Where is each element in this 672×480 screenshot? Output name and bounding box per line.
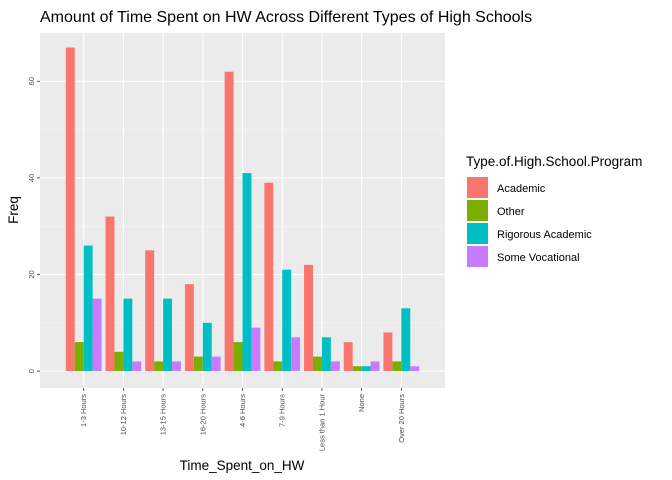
bar-academic-7 [343,342,353,372]
legend-swatch-3 [467,246,488,267]
bar-rigorous-academic-0 [83,245,93,372]
bar-some-vocational-3 [211,356,221,372]
bar-some-vocational-6 [330,361,340,372]
y-tick-label: 0 [27,369,36,373]
legend: Type.of.High.School.Program Academic Othe… [466,154,642,267]
x-tick-label: 16-20 Hours [198,394,207,436]
bar-other-7 [352,366,362,372]
chart-title: Amount of Time Spent on HW Across Differ… [40,9,532,26]
bar-some-vocational-7 [370,361,380,372]
x-tick-label: 7-9 Hours [278,394,287,427]
bar-some-vocational-1 [132,361,142,372]
bar-rigorous-academic-4 [242,173,252,372]
bar-rigorous-academic-8 [401,308,411,372]
bar-some-vocational-5 [291,337,301,372]
legend-label-2: Rigorous Academic [497,229,592,241]
bar-other-2 [154,361,164,372]
x-tick-label: 1-3 Hours [79,394,88,427]
legend-swatch-0 [467,177,488,198]
bar-academic-8 [383,332,393,372]
x-tick-label: 10-12 Hours [119,394,128,436]
x-tick-label: Over 20 Hours [397,394,406,443]
legend-label-3: Some Vocational [497,252,580,264]
bar-rigorous-academic-1 [123,298,133,372]
legend-swatch-1 [467,200,488,221]
bar-other-1 [114,351,124,372]
bar-rigorous-academic-3 [202,322,212,372]
x-tick-label: Less than 1 Hour [317,394,326,452]
y-tick-label: 20 [27,270,36,278]
legend-items: Academic Other Rigorous Academic Some Vocat… [467,177,592,267]
bars [65,47,420,372]
bar-academic-6 [304,264,313,372]
axes: 0 20 40 60 1-3 Hours 10-12 Hours 13-15 Hours 16… [27,77,406,451]
y-tick-label: 40 [27,174,36,182]
legend-label-1: Other [497,206,525,218]
bar-some-vocational-4 [251,327,261,372]
x-tick-label: 4-6 Hours [238,394,247,427]
x-axis-title: Time_Spent_on_HW [180,458,305,473]
legend-label-0: Academic [497,183,546,195]
bar-some-vocational-8 [410,366,420,372]
bar-other-6 [312,356,322,372]
legend-swatch-2 [467,223,488,244]
bar-academic-2 [145,250,155,372]
bar-other-5 [273,361,283,372]
legend-title: Type.of.High.School.Program [466,154,642,169]
bar-other-0 [74,342,84,372]
bar-rigorous-academic-5 [282,269,292,372]
bar-academic-4 [224,71,234,372]
bar-rigorous-academic-7 [361,366,371,372]
bar-rigorous-academic-6 [321,337,331,372]
bar-other-8 [392,361,402,372]
bar-academic-5 [264,182,274,372]
bar-some-vocational-2 [172,361,181,372]
bar-rigorous-academic-2 [163,298,173,372]
bar-other-4 [233,342,243,372]
bar-other-3 [193,356,203,372]
bar-academic-3 [184,284,194,372]
x-tick-label: None [357,394,366,412]
x-tick-label: 13-15 Hours [159,394,168,436]
bar-academic-1 [105,216,115,372]
bar-some-vocational-0 [92,298,102,372]
bar-academic-0 [65,47,75,372]
y-axis-title: Freq [6,196,21,224]
y-tick-label: 60 [27,77,36,85]
